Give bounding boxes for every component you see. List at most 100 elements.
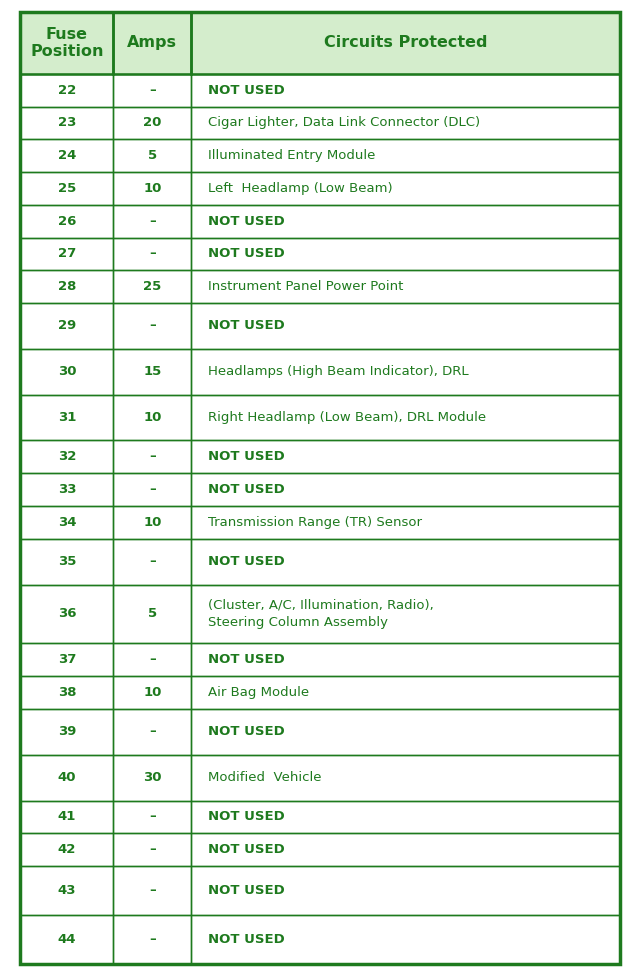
Bar [20, 866, 113, 915]
Bar [20, 754, 113, 801]
Bar [191, 12, 620, 74]
Bar [113, 754, 191, 801]
Bar [191, 107, 620, 139]
Text: NOT USED: NOT USED [209, 215, 285, 227]
Bar [20, 74, 113, 107]
Text: –: – [149, 653, 156, 666]
Bar [113, 107, 191, 139]
Bar [191, 440, 620, 473]
Bar [113, 709, 191, 754]
Bar [191, 643, 620, 677]
Text: 23: 23 [58, 117, 76, 129]
Bar [20, 270, 113, 303]
Bar [191, 915, 620, 964]
Bar [113, 506, 191, 538]
Text: Amps: Amps [127, 35, 177, 51]
Text: Transmission Range (TR) Sensor: Transmission Range (TR) Sensor [209, 516, 422, 529]
Bar [191, 172, 620, 205]
Text: Circuits Protected: Circuits Protected [324, 35, 487, 51]
Bar [191, 801, 620, 833]
Bar [113, 538, 191, 584]
Bar [113, 801, 191, 833]
Bar [113, 506, 191, 538]
Bar [113, 473, 191, 506]
Text: –: – [149, 555, 156, 568]
Bar [20, 538, 113, 584]
Bar [113, 584, 191, 643]
Bar [191, 205, 620, 237]
Bar [191, 473, 620, 506]
Bar [113, 303, 191, 349]
Text: –: – [149, 215, 156, 227]
Text: 28: 28 [58, 280, 76, 294]
Bar [191, 538, 620, 584]
Text: 30: 30 [143, 771, 161, 784]
Bar [113, 915, 191, 964]
Bar [191, 172, 620, 205]
Text: 30: 30 [58, 365, 76, 378]
Text: NOT USED: NOT USED [209, 555, 285, 568]
Bar [20, 74, 113, 107]
Bar [113, 74, 191, 107]
Bar [20, 915, 113, 964]
Bar [113, 139, 191, 172]
Bar [191, 754, 620, 801]
Bar [113, 440, 191, 473]
Bar [20, 584, 113, 643]
Bar [191, 270, 620, 303]
Bar [113, 833, 191, 866]
Text: NOT USED: NOT USED [209, 248, 285, 260]
Text: 20: 20 [143, 117, 161, 129]
Bar [113, 12, 191, 74]
Bar [113, 915, 191, 964]
Bar [20, 506, 113, 538]
Bar [191, 643, 620, 677]
Bar [191, 866, 620, 915]
Bar [20, 270, 113, 303]
Text: –: – [149, 725, 156, 739]
Bar [20, 12, 113, 74]
Bar [113, 107, 191, 139]
Bar [191, 74, 620, 107]
Bar [191, 473, 620, 506]
Text: NOT USED: NOT USED [209, 885, 285, 897]
Bar [191, 584, 620, 643]
Bar [191, 506, 620, 538]
Bar [113, 395, 191, 440]
Text: NOT USED: NOT USED [209, 320, 285, 332]
Bar [191, 506, 620, 538]
Text: 5: 5 [148, 149, 157, 162]
Bar [20, 395, 113, 440]
Bar [191, 801, 620, 833]
Text: NOT USED: NOT USED [209, 84, 285, 97]
Bar [20, 677, 113, 709]
Bar [20, 172, 113, 205]
Bar [113, 139, 191, 172]
Text: Headlamps (High Beam Indicator), DRL: Headlamps (High Beam Indicator), DRL [209, 365, 469, 378]
Bar [113, 473, 191, 506]
Bar [191, 709, 620, 754]
Text: 25: 25 [58, 182, 76, 195]
Bar [191, 395, 620, 440]
Text: NOT USED: NOT USED [209, 843, 285, 856]
Bar [191, 915, 620, 964]
Bar [113, 643, 191, 677]
Bar [20, 473, 113, 506]
Bar [113, 349, 191, 395]
Text: 31: 31 [58, 411, 76, 424]
Bar [20, 915, 113, 964]
Text: NOT USED: NOT USED [209, 450, 285, 464]
Bar [113, 754, 191, 801]
Text: 29: 29 [58, 320, 76, 332]
Bar [20, 440, 113, 473]
Bar [20, 349, 113, 395]
Bar [20, 107, 113, 139]
Bar [113, 584, 191, 643]
Bar [191, 205, 620, 237]
Text: –: – [149, 450, 156, 464]
Bar [20, 584, 113, 643]
Bar [191, 12, 620, 74]
Bar [191, 270, 620, 303]
Bar [20, 139, 113, 172]
Bar [191, 139, 620, 172]
